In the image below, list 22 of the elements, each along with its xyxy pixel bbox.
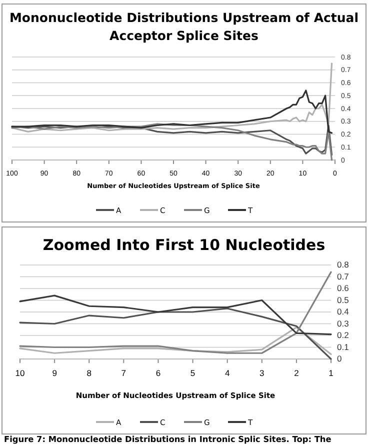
chart-title: Zoomed Into First 10 Nucleotides: [42, 236, 326, 254]
caption: Figure 7: Mononucleotide Distributions in Intronic Splic Sites. Top: The: [4, 434, 332, 444]
y-tick-label: 0.8: [337, 260, 350, 270]
y-tick-label: 0.5: [337, 294, 350, 305]
chart-title: Mononucleotide Distributions Upstream of Actual Acceptor Splice Sites: [9, 10, 359, 43]
x-tick-label: 9: [52, 368, 58, 378]
y-tick-label: 0.4: [337, 306, 350, 317]
x-tick-label: 10: [15, 368, 25, 378]
y-tick-label: 0.6: [337, 283, 350, 294]
x-tick-label: 8: [86, 368, 92, 378]
y-tick-label: 0.1: [337, 342, 350, 352]
x-tick-label: 2: [294, 368, 300, 378]
y-tick-label: 0.3: [337, 318, 350, 328]
x-tick-label: 5: [190, 368, 196, 378]
x-tick-label: 4: [224, 368, 230, 378]
y-tick-label: 0.7: [337, 271, 350, 282]
x-tick-label: 6: [156, 368, 161, 378]
x-tick-label: 3: [260, 368, 265, 378]
x-tick-label: 1: [328, 368, 334, 378]
x-tick-label: 7: [121, 368, 126, 378]
y-tick-label: 0: [337, 354, 342, 364]
y-tick-label: 0.2: [337, 330, 350, 340]
